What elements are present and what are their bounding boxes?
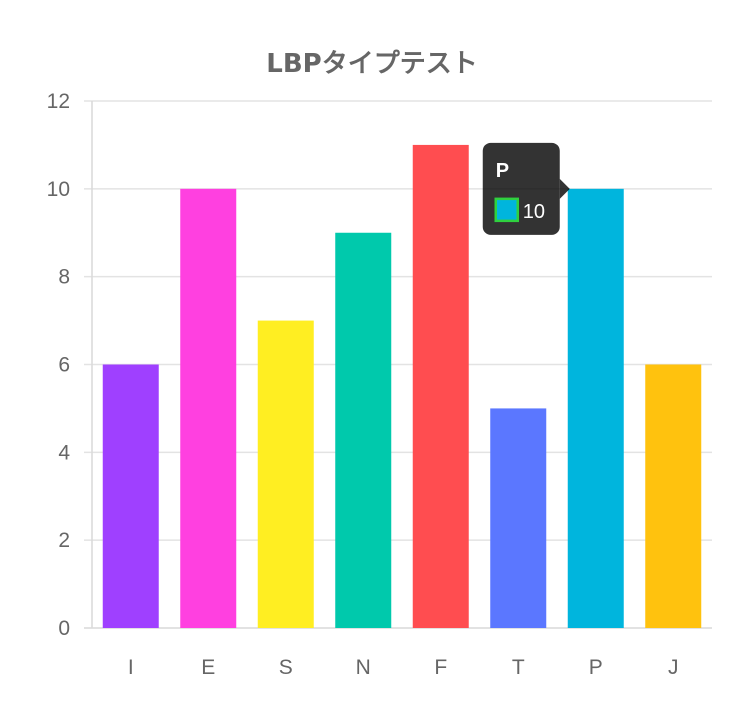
y-tick-label: 0 bbox=[58, 617, 70, 640]
bars bbox=[102, 144, 702, 629]
x-tick-label: N bbox=[356, 656, 371, 679]
tooltip-value: 10 bbox=[523, 201, 545, 223]
bar-e[interactable] bbox=[180, 188, 237, 629]
bar-f[interactable] bbox=[412, 144, 469, 628]
x-tick-label: E bbox=[201, 656, 215, 679]
y-tick-label: 6 bbox=[58, 354, 70, 377]
y-tick-label: 10 bbox=[47, 178, 70, 201]
bar-n[interactable] bbox=[335, 232, 392, 628]
chart-title: LBPタイプテスト bbox=[266, 49, 477, 79]
x-tick-label: P bbox=[589, 656, 603, 679]
x-tick-label: J bbox=[668, 656, 679, 679]
bar-j[interactable] bbox=[645, 364, 702, 629]
x-tick-label: F bbox=[434, 656, 447, 679]
y-tick-label: 4 bbox=[58, 441, 70, 464]
bar-p[interactable] bbox=[567, 188, 624, 629]
bar-i[interactable] bbox=[102, 364, 159, 629]
bar-t[interactable] bbox=[490, 408, 547, 628]
x-tick-label: T bbox=[512, 656, 525, 679]
y-tick-label: 12 bbox=[47, 90, 70, 113]
y-tick-label: 2 bbox=[58, 529, 70, 552]
y-tick-label: 8 bbox=[58, 266, 70, 289]
tooltip-box bbox=[482, 142, 560, 235]
tooltip-caret bbox=[559, 178, 570, 199]
tooltip-title: P bbox=[496, 160, 509, 182]
tooltip-color-swatch bbox=[494, 197, 519, 223]
x-tick-label: S bbox=[279, 656, 293, 679]
x-tick-label: I bbox=[128, 656, 134, 679]
bar-s[interactable] bbox=[257, 320, 314, 628]
y-axis-ticks: 0 2 4 6 8 10 12 bbox=[47, 90, 71, 640]
tooltip: P 10 bbox=[482, 142, 570, 235]
